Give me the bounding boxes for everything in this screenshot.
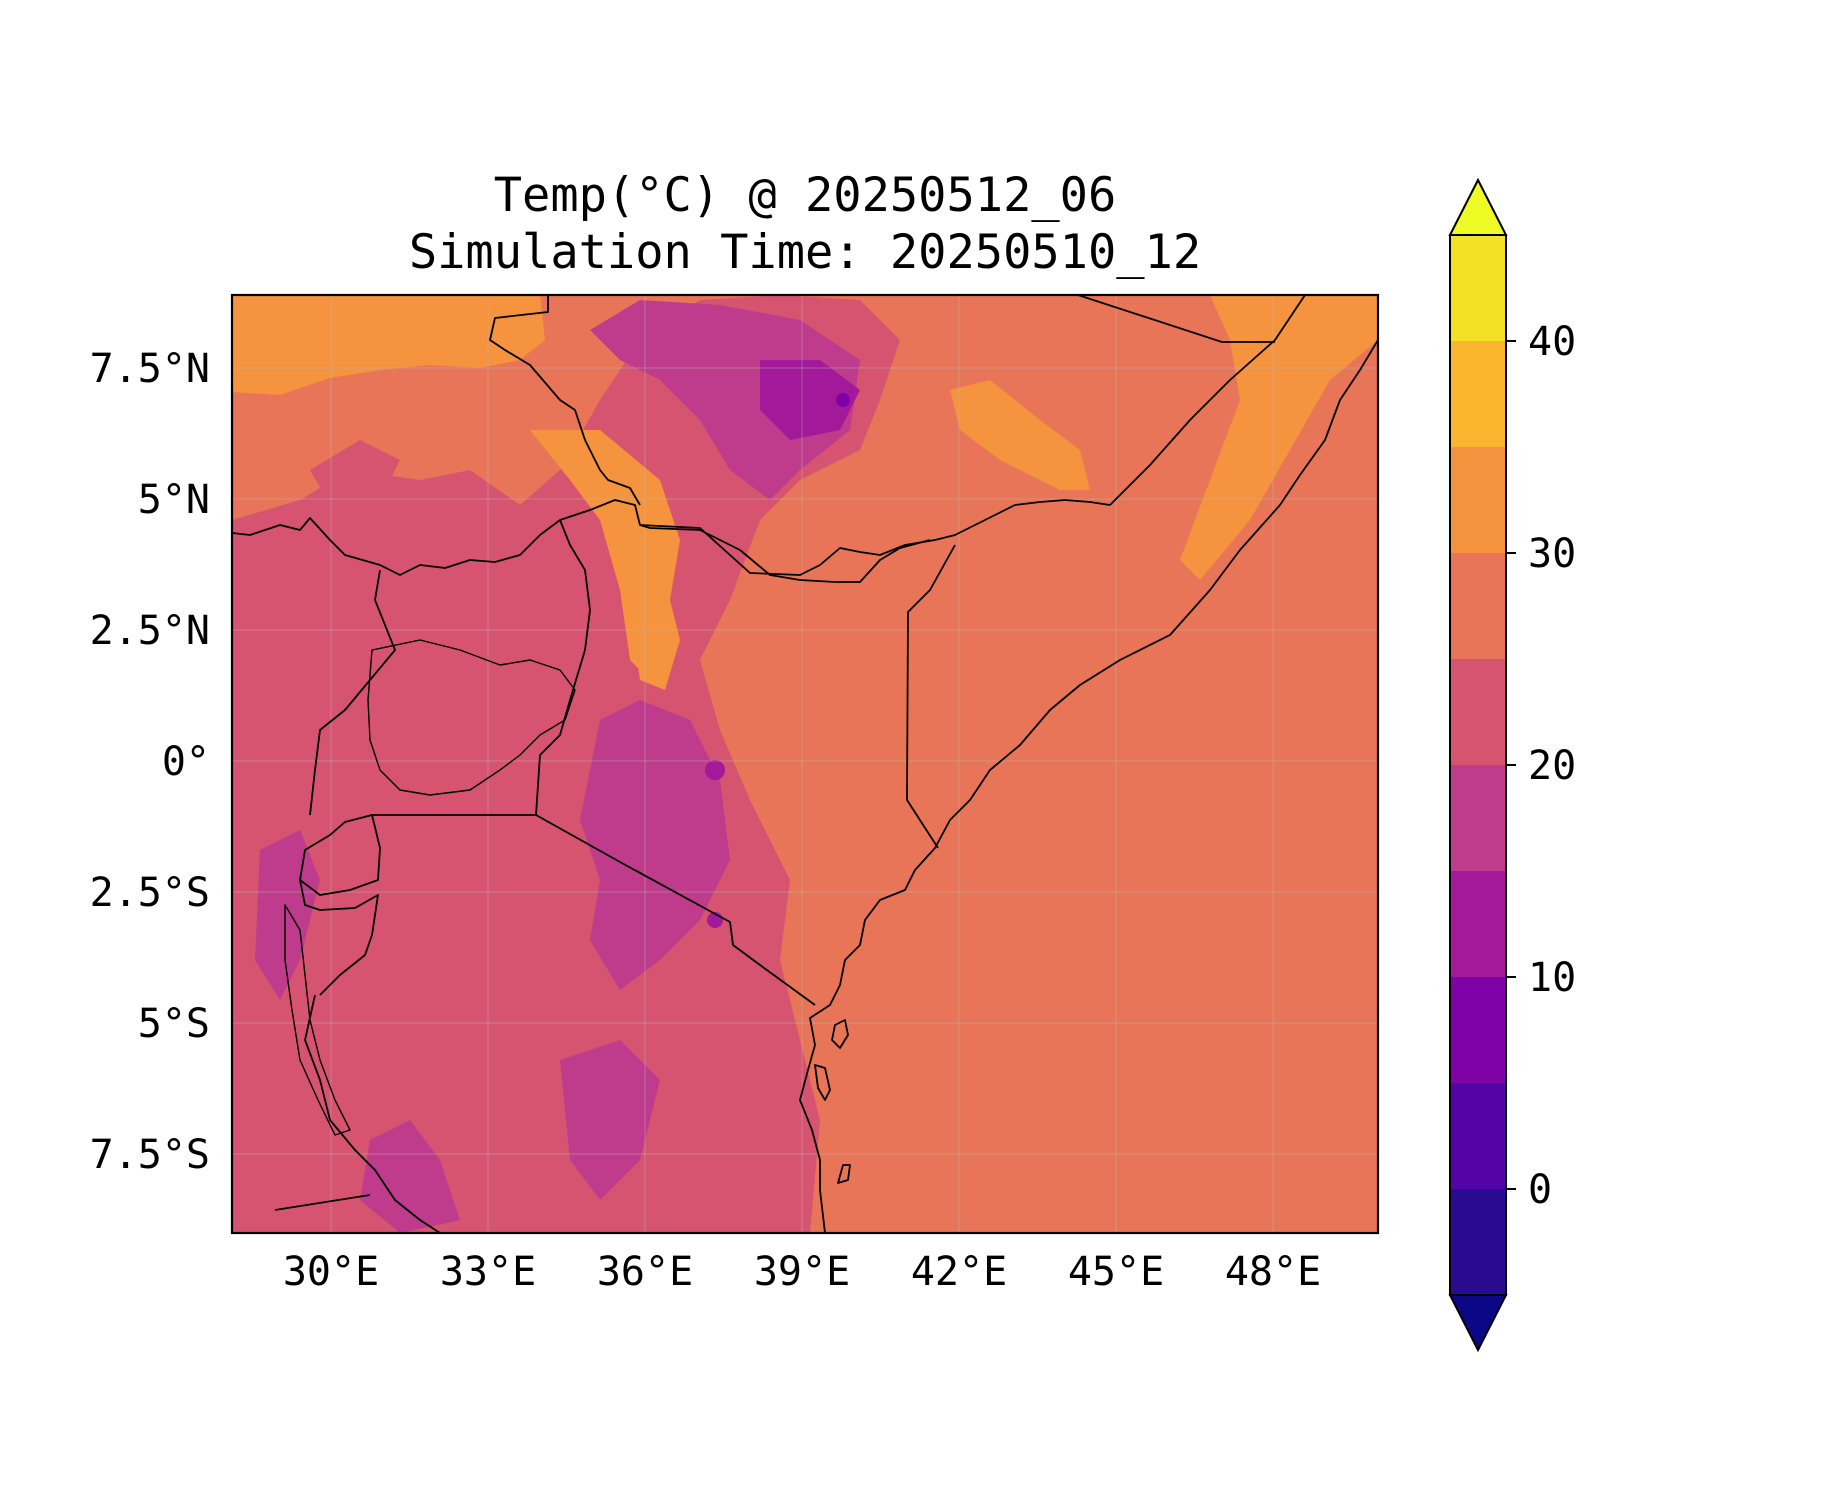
border-rwanda-burundi: [299, 814, 381, 896]
gridlines: [232, 295, 1378, 1233]
island-pemba: [831, 1019, 849, 1049]
y-tick-label: 7.5°S: [90, 1132, 210, 1178]
colorbar-level: [1450, 977, 1506, 1083]
contour-10-15-kenya-high: [705, 760, 725, 780]
y-tick-label: 7.5°N: [90, 346, 210, 392]
y-tick-label: 2.5°S: [90, 870, 210, 916]
coastline-east-africa: [799, 339, 1378, 1233]
x-tick-label: 36°E: [597, 1249, 693, 1295]
colorbar-tick-label: 30: [1528, 531, 1576, 577]
contour-15-20-south: [360, 1120, 460, 1233]
island-zanzibar: [814, 1064, 831, 1101]
y-tick-label: 0°: [162, 739, 210, 785]
contour-30-35-northwest: [232, 295, 545, 395]
border-south-sudan-north: [232, 499, 931, 583]
y-axis: 7.5°N 5°N 2.5°N 0° 2.5°S 5°S 7.5°S: [90, 346, 210, 1178]
x-tick-label: 45°E: [1068, 1249, 1164, 1295]
y-tick-label: 2.5°N: [90, 608, 210, 654]
x-tick-label: 48°E: [1225, 1249, 1321, 1295]
x-axis: 30°E 33°E 36°E 39°E 42°E 45°E 48°E: [283, 1249, 1321, 1295]
colorbar-under-triangle: [1448, 1294, 1508, 1353]
y-tick-label: 5°N: [138, 477, 210, 523]
contour-30-35-ogaden: [950, 380, 1090, 490]
colorbar-tick-label: 10: [1528, 955, 1576, 1001]
island-mafia: [837, 1164, 851, 1184]
contour-5-10-peak: [836, 393, 850, 407]
colorbar-level: [1450, 235, 1506, 341]
contour-10-15-ethiopia: [760, 360, 860, 440]
title-line-2: Simulation Time: 20250510_12: [409, 225, 1201, 280]
contour-15-20-rift: [580, 700, 730, 990]
border-ethiopia-somalia-east: [1109, 295, 1306, 506]
x-tick-label: 39°E: [754, 1249, 850, 1295]
border-burundi: [299, 879, 379, 996]
border-uganda-kenya: [535, 519, 591, 816]
lake-victoria: [367, 639, 576, 796]
contour-15-20-ethiopia: [590, 300, 860, 500]
contour-30-35-turkana: [620, 550, 680, 690]
contour-30-35-somalia-coast: [1180, 295, 1378, 580]
border-kenya-somalia: [906, 544, 956, 849]
border-drc-uganda: [309, 569, 396, 816]
colorbar-level: [1450, 659, 1506, 765]
x-tick-label: 33°E: [440, 1249, 536, 1295]
border-ethiopia-sudan: [489, 295, 641, 506]
temperature-contours: [232, 295, 1378, 1233]
colorbar-tick-label: 0: [1528, 1167, 1552, 1213]
colorbar-tick-label: 40: [1528, 319, 1576, 365]
x-tick-label: 30°E: [283, 1249, 379, 1295]
border-tanzania-kenya: [535, 814, 816, 1006]
colorbar-ticks: 0 10 20 30 40: [1506, 319, 1576, 1213]
contour-15-20-southwest: [255, 830, 320, 1000]
contour-20-25-west: [232, 295, 900, 1233]
map-frame: [230, 293, 1380, 1235]
colorbar-level: [1450, 871, 1506, 977]
map-panel: [230, 293, 1380, 1235]
lake-tanganyika: [284, 904, 351, 1136]
border-tanzania-west: [304, 994, 441, 1233]
border-ethiopia-north: [1077, 295, 1275, 343]
colorbar-level: [1450, 341, 1506, 447]
colorbar: 0 10 20 30 40: [1448, 177, 1576, 1353]
colorbar-level: [1450, 1083, 1506, 1189]
x-tick-label: 42°E: [911, 1249, 1007, 1295]
colorbar-level: [1450, 1189, 1506, 1295]
country-borders: [232, 295, 1306, 1233]
contour-15-20-south-2: [560, 1040, 660, 1200]
colorbar-level: [1450, 765, 1506, 871]
colorbar-tick-label: 20: [1528, 743, 1576, 789]
colorbar-over-triangle: [1448, 177, 1508, 236]
colorbar-level: [1450, 553, 1506, 659]
coastline: [284, 339, 1378, 1233]
y-tick-label: 5°S: [138, 1001, 210, 1047]
border-ethiopia-kenya: [639, 499, 1111, 576]
colorbar-level: [1450, 447, 1506, 553]
colorbar-levels: [1450, 235, 1506, 1295]
border-tanzania-zambia: [274, 1194, 371, 1211]
title-line-1: Temp(°C) @ 20250512_06: [494, 168, 1117, 223]
contour-20-25-north-patch: [310, 440, 400, 505]
